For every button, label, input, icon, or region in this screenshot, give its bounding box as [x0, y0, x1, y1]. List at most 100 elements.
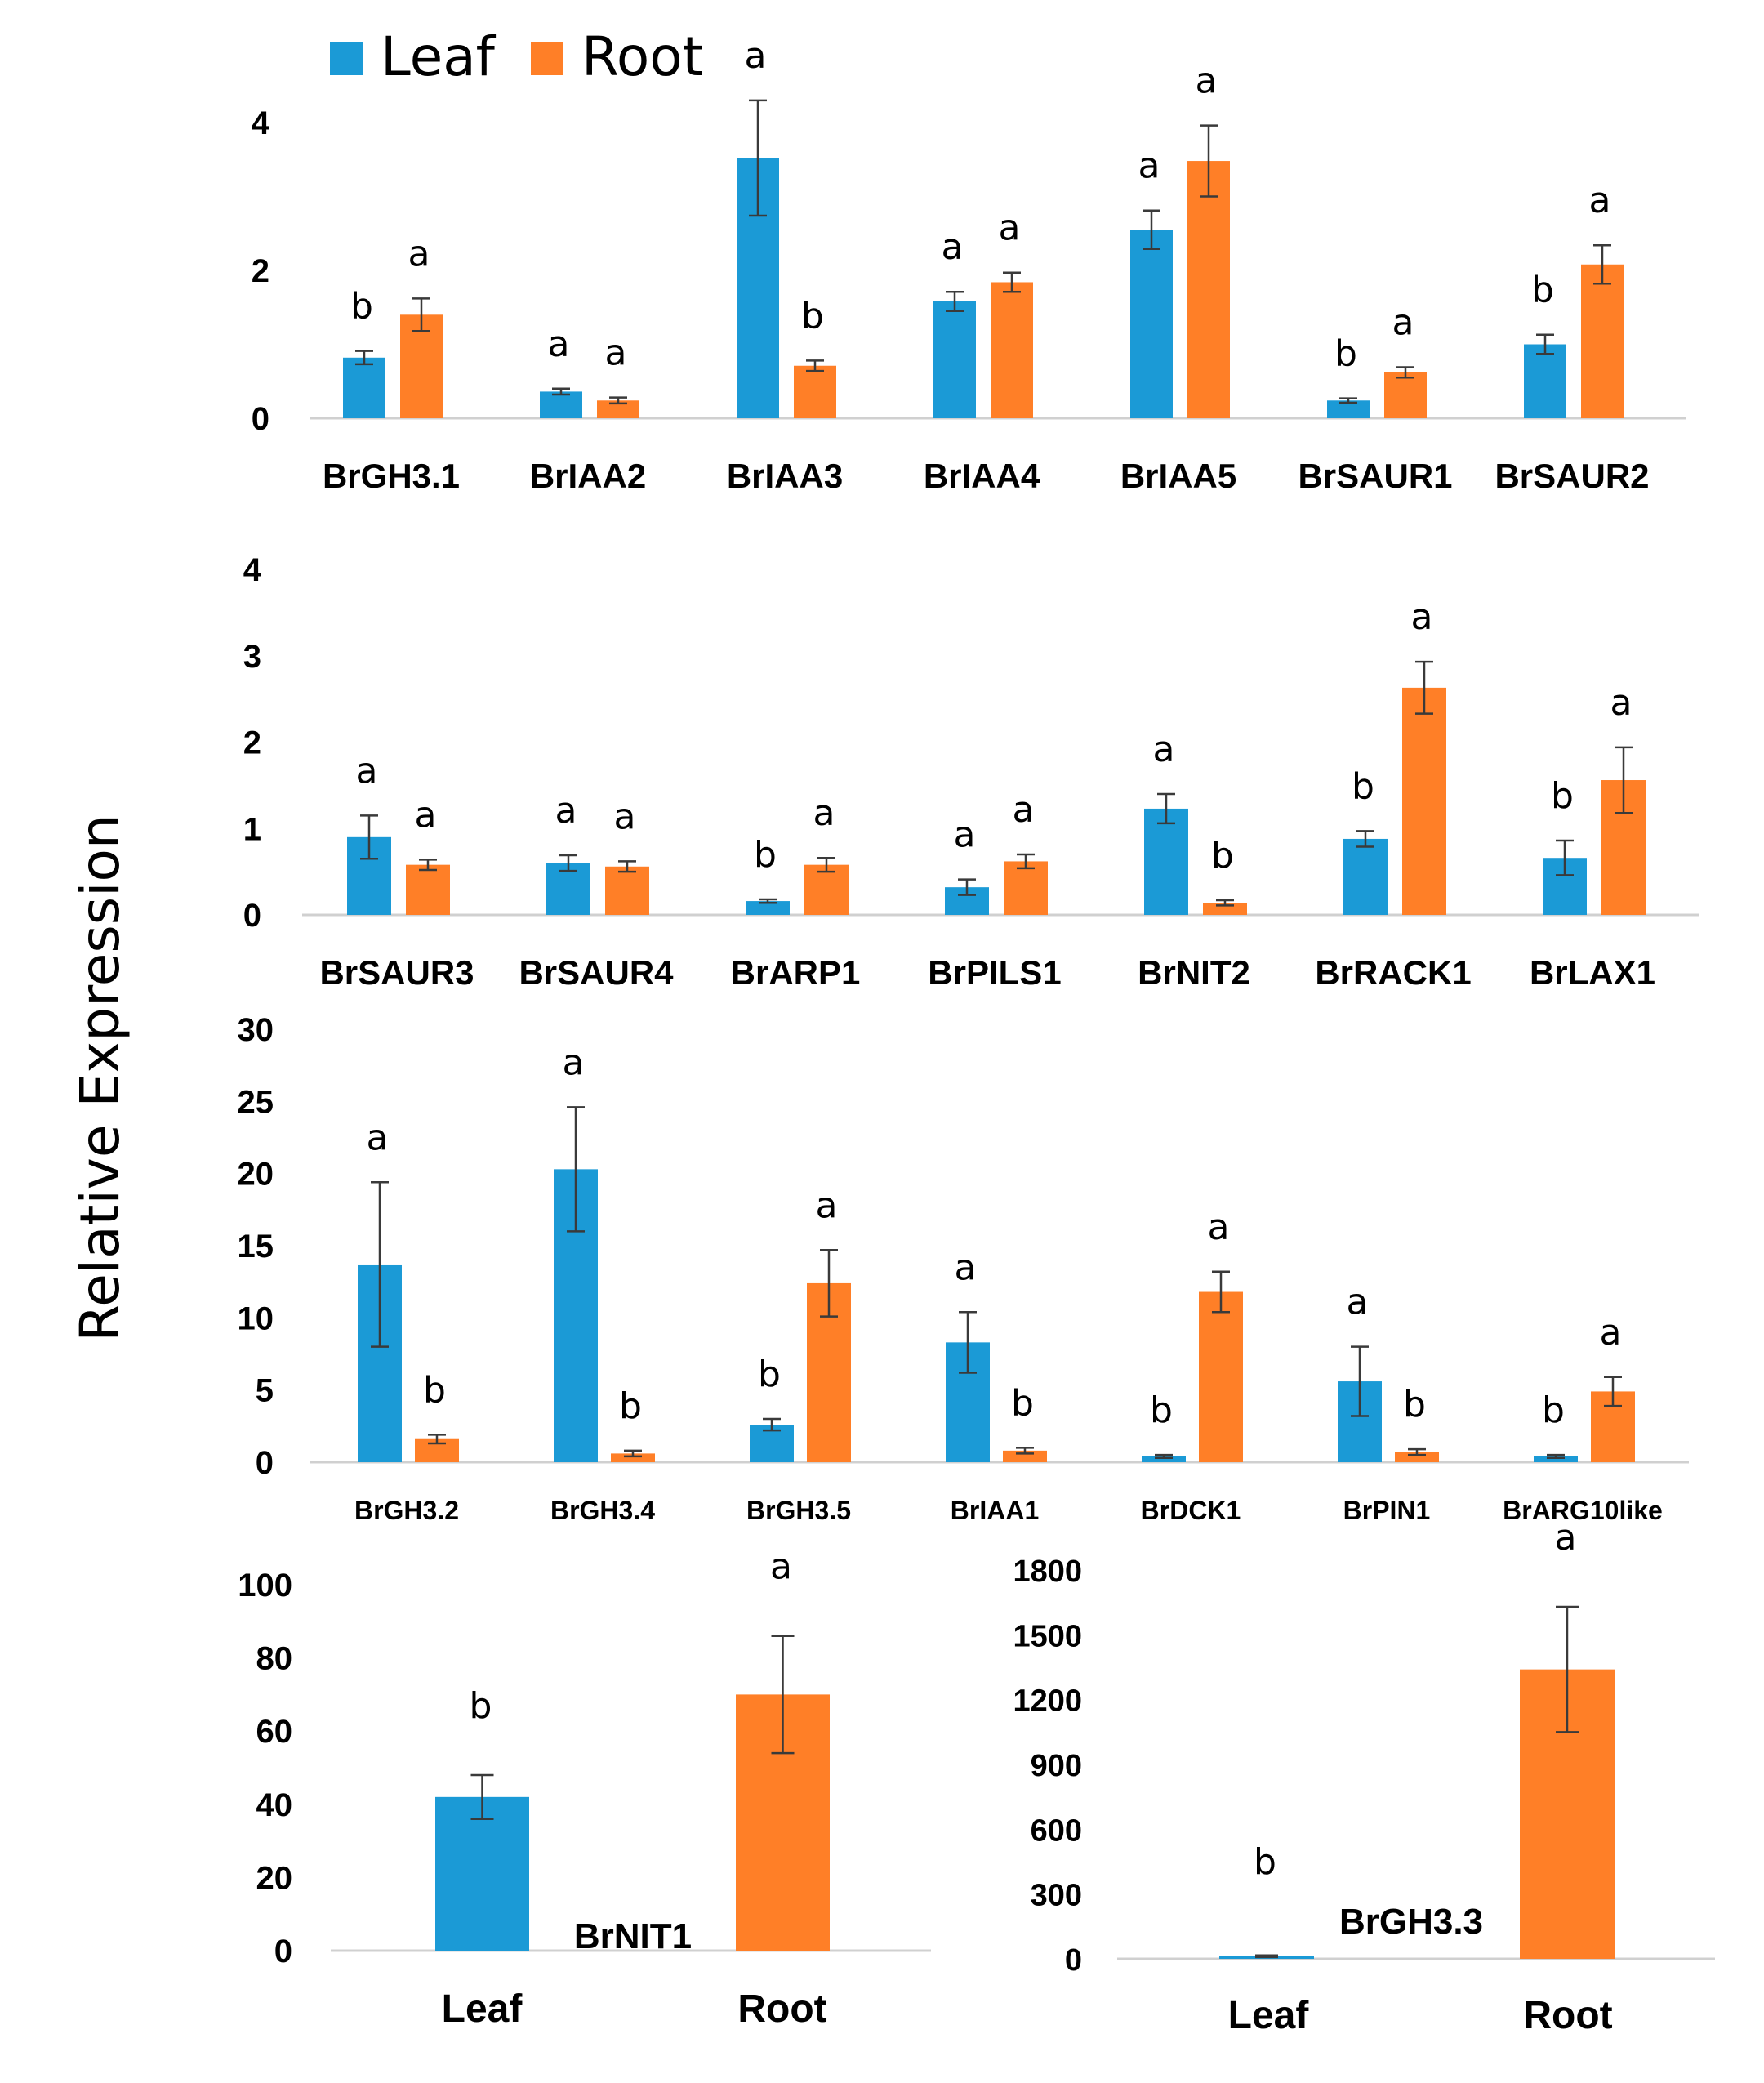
y-tick-label: 0	[1065, 1943, 1082, 1978]
significance-letter: a	[813, 792, 835, 834]
y-tick-label: 40	[256, 1787, 293, 1823]
legend-label-leaf: Leaf	[381, 25, 497, 88]
x-category-label: BrSAUR2	[1494, 457, 1649, 495]
gene-label: BrNIT1	[574, 1916, 692, 1956]
bar-leaf-BrARG10like	[1534, 1456, 1578, 1462]
significance-letter: a	[1153, 729, 1175, 770]
bar-leaf-BrSAUR1	[1327, 400, 1370, 418]
bar-root-BrPIN1	[1395, 1452, 1439, 1462]
x-category-label: BrIAA5	[1120, 457, 1236, 495]
significance-letter: a	[1138, 145, 1160, 187]
y-tick-label: 20	[238, 1157, 274, 1193]
y-tick-label: 600	[1031, 1813, 1082, 1848]
significance-letter: a	[605, 332, 627, 374]
x-category-label: Leaf	[442, 1987, 523, 2031]
bar-root-BrIAA2	[597, 400, 639, 418]
significance-letter: b	[758, 1354, 781, 1395]
significance-letter: b	[1551, 775, 1574, 817]
significance-letter: a	[555, 790, 577, 832]
significance-letter: a	[356, 750, 378, 792]
y-tick-label: 30	[238, 1012, 274, 1048]
significance-letter: a	[415, 794, 437, 836]
significance-letter: b	[1254, 1841, 1276, 1883]
significance-letter: a	[1600, 1312, 1622, 1354]
y-tick-label: 300	[1031, 1879, 1082, 1913]
bar-leaf-BrGH3.1	[343, 357, 385, 418]
bar-leaf-BrDCK1	[1142, 1456, 1186, 1462]
y-tick-label: 1500	[1013, 1619, 1082, 1653]
bar-leaf-BrSAUR2	[1524, 344, 1566, 418]
y-tick-label: 3	[243, 639, 261, 675]
significance-letter: a	[548, 323, 570, 365]
significance-letter: a	[954, 814, 976, 856]
significance-letter: a	[367, 1117, 389, 1158]
significance-letter: b	[1542, 1389, 1565, 1431]
bar-root-BrIAA1	[1003, 1450, 1047, 1462]
significance-letter: b	[1352, 765, 1374, 807]
bar-leaf-BrRACK1	[1343, 838, 1388, 915]
significance-letter: a	[408, 233, 430, 274]
significance-letter: a	[1208, 1207, 1230, 1248]
x-category-label: BrLAX1	[1530, 953, 1655, 992]
x-category-label: Leaf	[1228, 1994, 1310, 2037]
y-tick-label: 25	[238, 1084, 274, 1120]
y-tick-label: 5	[256, 1373, 274, 1409]
significance-letter: b	[1150, 1389, 1173, 1431]
x-category-label: BrGH3.5	[746, 1496, 851, 1525]
bar-root-BrSAUR4	[605, 866, 649, 915]
panel-row3: 051015202530BrGH3.2abBrGH3.4abBrGH3.5baB…	[238, 1012, 1689, 1525]
significance-letter: a	[1610, 682, 1633, 724]
significance-letter: a	[770, 1546, 792, 1588]
significance-letter: a	[942, 226, 964, 268]
bar-leaf-BrNIT1	[435, 1796, 529, 1951]
bar-root-BrSAUR2	[1581, 264, 1624, 418]
y-tick-label: 0	[274, 1934, 292, 1969]
significance-letter: a	[999, 207, 1021, 249]
legend-swatch-leaf	[330, 42, 363, 75]
significance-letter: b	[1211, 835, 1234, 876]
significance-letter: b	[423, 1369, 446, 1411]
y-tick-label: 900	[1031, 1749, 1082, 1783]
y-tick-label: 20	[256, 1860, 293, 1896]
significance-letter: a	[1411, 596, 1433, 638]
y-tick-label: 1800	[1013, 1554, 1082, 1589]
x-category-label: BrGH3.1	[323, 457, 460, 495]
y-tick-label: 1200	[1013, 1684, 1082, 1719]
bar-leaf-BrNIT2	[1144, 808, 1188, 915]
x-category-label: BrSAUR1	[1298, 457, 1452, 495]
x-category-label: BrIAA1	[951, 1496, 1039, 1525]
y-tick-label: 4	[252, 105, 270, 141]
x-category-label: BrSAUR3	[319, 953, 474, 992]
panel-row4-left: 0 20 40 60 80 100 b Leaf a Root BrNIT1	[238, 1546, 931, 2031]
y-tick-label: 10	[238, 1300, 274, 1336]
significance-letter: a	[563, 1042, 585, 1083]
y-tick-label: 1	[243, 811, 261, 847]
x-category-label: BrGH3.2	[354, 1496, 459, 1525]
bar-root-BrIAA4	[991, 282, 1033, 418]
y-axis-title: Relative Expression	[69, 814, 131, 1341]
bar-root-BrPILS1	[1004, 861, 1048, 915]
significance-letter: a	[1196, 60, 1218, 102]
x-category-label: BrSAUR4	[519, 953, 674, 992]
bar-root-BrIAA3	[794, 365, 836, 418]
x-category-label: BrRACK1	[1315, 953, 1471, 992]
gene-label: BrGH3.3	[1339, 1902, 1483, 1942]
significance-letter: a	[745, 35, 767, 77]
significance-letter: b	[1531, 270, 1554, 311]
bar-root-BrSAUR1	[1384, 372, 1427, 418]
legend-swatch-root	[531, 42, 564, 75]
x-category-label: Root	[1523, 1994, 1612, 2037]
significance-letter: b	[1403, 1384, 1426, 1425]
x-category-label: BrGH3.4	[550, 1496, 655, 1525]
y-tick-label: 0	[243, 898, 261, 934]
bar-root-BrSAUR3	[406, 864, 450, 915]
y-tick-label: 80	[256, 1641, 293, 1677]
y-tick-label: 2	[243, 725, 261, 761]
panel-row4-right: 0 300 600 900 1200 1500 1800 b Leaf a Root BrGH3.3	[1013, 1517, 1715, 2037]
y-tick-label: 2	[252, 253, 270, 289]
x-category-label: BrARG10like	[1503, 1496, 1663, 1525]
